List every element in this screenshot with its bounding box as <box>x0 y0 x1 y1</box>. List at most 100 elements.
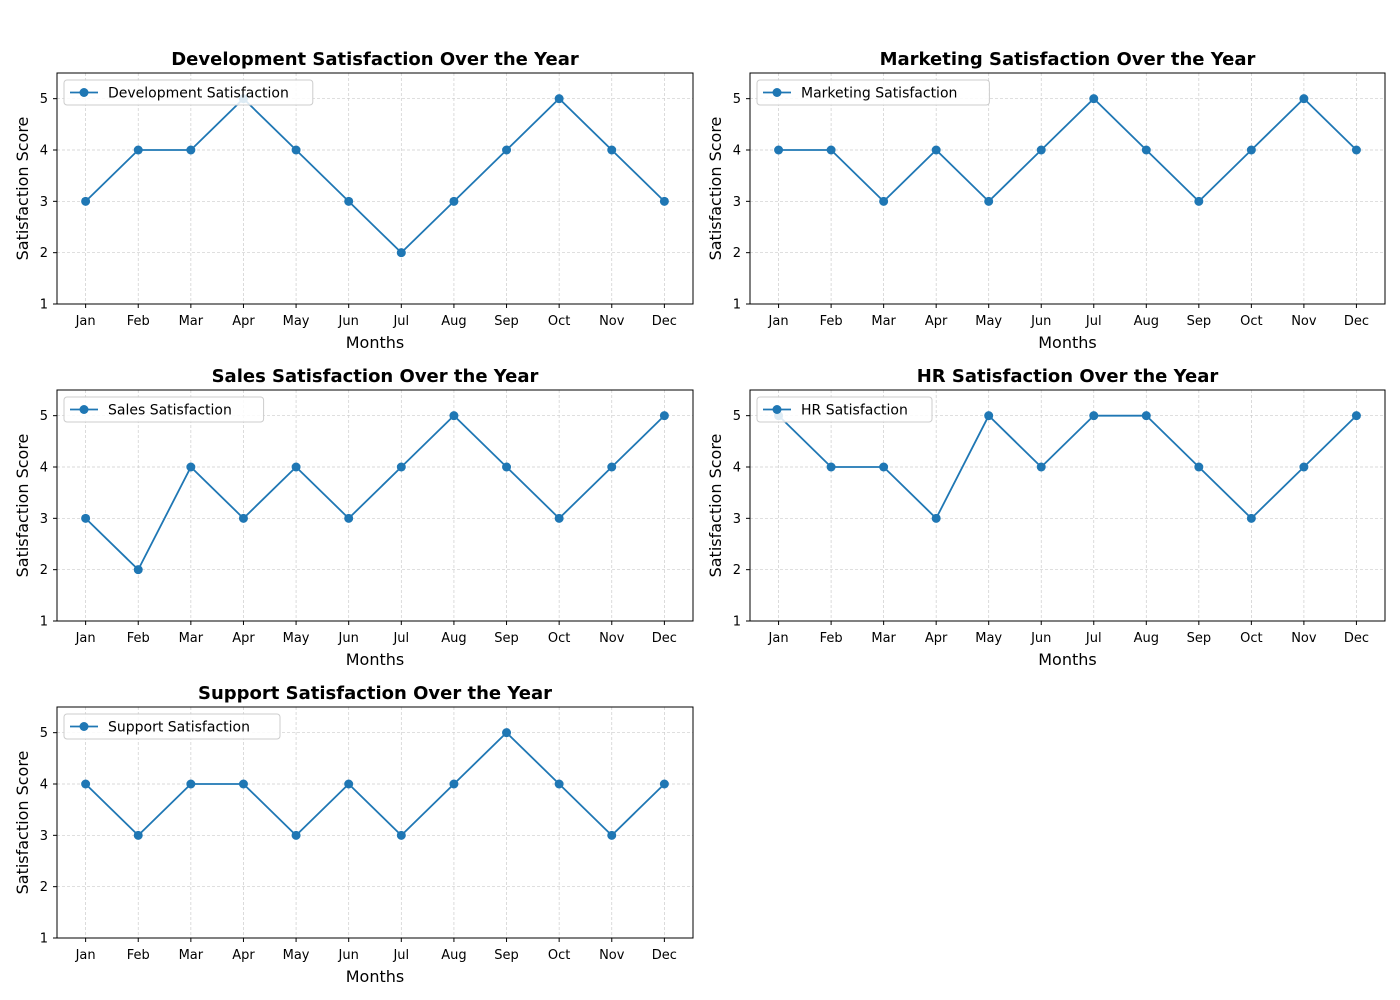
x-tick-label: Aug <box>441 631 466 646</box>
x-axis-label: Months <box>1038 333 1096 352</box>
series-line <box>84 97 666 254</box>
chart-title: Support Satisfaction Over the Year <box>198 683 552 704</box>
data-point <box>879 462 889 472</box>
x-tick-label: Jan <box>768 314 789 329</box>
series-line <box>84 414 666 572</box>
legend-marker <box>772 405 782 414</box>
x-tick-label: Oct <box>548 948 570 963</box>
y-tick-label: 3 <box>40 829 48 844</box>
data-point <box>344 196 354 206</box>
y-tick-label: 2 <box>40 880 48 895</box>
y-tick-label: 5 <box>40 726 48 741</box>
data-point <box>1246 513 1256 523</box>
data-point <box>554 513 564 523</box>
x-tick-label: Mar <box>179 631 204 646</box>
data-point <box>554 94 564 104</box>
x-tick-label: Jan <box>75 948 96 963</box>
x-tick-label: Apr <box>232 314 255 329</box>
data-point <box>449 779 459 789</box>
y-tick-label: 4 <box>40 778 48 793</box>
data-point <box>291 145 301 155</box>
y-tick-label: 4 <box>733 144 741 159</box>
x-tick-label: Dec <box>1344 631 1369 646</box>
legend-box <box>63 713 281 740</box>
chart-panel: Jan Feb Mar Apr May Jun Jul Aug Sep Oct Nov Dec 1 2 3 4… <box>13 49 694 352</box>
x-tick-label: Jan <box>768 631 789 646</box>
data-point <box>931 145 941 155</box>
legend-label: Support Satisfaction <box>108 720 250 736</box>
axes-frame <box>56 389 694 622</box>
y-tick-label: 3 <box>733 512 741 527</box>
data-point <box>396 830 406 840</box>
data-point <box>449 411 459 421</box>
legend-label: HR Satisfaction <box>801 403 908 419</box>
x-tick-label: May <box>975 631 1002 646</box>
legend-box <box>756 79 990 106</box>
data-point <box>1351 411 1361 421</box>
data-point <box>291 462 301 472</box>
y-tick-label: 5 <box>733 409 741 424</box>
y-tick-label: 2 <box>733 563 741 578</box>
data-point <box>984 411 994 421</box>
data-point <box>774 145 784 155</box>
x-tick-label: Jun <box>338 631 359 646</box>
data-point <box>502 145 512 155</box>
series-line <box>777 414 1358 520</box>
x-tick-label: Jan <box>75 631 96 646</box>
x-tick-label: Oct <box>1240 631 1262 646</box>
data-point <box>238 779 248 789</box>
x-tick-label: Mar <box>179 948 204 963</box>
data-point <box>1036 462 1046 472</box>
y-tick-label: 3 <box>40 512 48 527</box>
y-tick-label: 2 <box>733 246 741 261</box>
data-point <box>186 779 196 789</box>
data-point <box>133 565 143 575</box>
x-tick-label: Jul <box>1085 314 1102 329</box>
data-point <box>826 462 836 472</box>
data-point <box>554 779 564 789</box>
series-line <box>84 731 666 837</box>
data-point <box>1089 94 1099 104</box>
y-axis-label: Satisfaction Score <box>706 117 725 261</box>
x-tick-label: Nov <box>1291 314 1317 329</box>
y-tick-label: 3 <box>733 195 741 210</box>
x-tick-label: Feb <box>820 631 843 646</box>
x-tick-label: May <box>975 314 1002 329</box>
chart-panel: Jan Feb Mar Apr May Jun Jul Aug Sep Oct Nov Dec 1 2 3 4… <box>706 49 1386 352</box>
legend-box <box>756 396 933 423</box>
data-point <box>607 830 617 840</box>
x-tick-label: Dec <box>652 314 677 329</box>
x-tick-label: Aug <box>1134 631 1159 646</box>
data-point <box>133 830 143 840</box>
legend-box <box>63 396 265 423</box>
data-point <box>1141 411 1151 421</box>
y-axis-label: Satisfaction Score <box>706 434 725 578</box>
x-tick-label: Sep <box>1187 631 1212 646</box>
x-tick-label: Nov <box>599 948 625 963</box>
chart-panel: Jan Feb Mar Apr May Jun Jul Aug Sep Oct Nov Dec 1 2 3 4… <box>706 366 1386 669</box>
x-tick-label: May <box>283 631 310 646</box>
x-tick-label: Aug <box>441 314 466 329</box>
chart-title: HR Satisfaction Over the Year <box>917 366 1219 387</box>
y-tick-label: 1 <box>40 932 48 947</box>
y-axis-label: Satisfaction Score <box>13 434 32 578</box>
x-tick-label: Mar <box>871 314 896 329</box>
y-tick-label: 5 <box>40 92 48 107</box>
data-point <box>396 462 406 472</box>
data-point <box>344 513 354 523</box>
y-tick-label: 1 <box>40 615 48 630</box>
data-point <box>659 411 669 421</box>
x-tick-label: Aug <box>441 948 466 963</box>
legend-box <box>63 79 314 106</box>
data-point <box>879 196 889 206</box>
x-tick-label: Feb <box>127 631 150 646</box>
y-tick-label: 1 <box>40 298 48 313</box>
legend-marker <box>79 405 89 414</box>
x-tick-label: Jun <box>338 948 359 963</box>
series-line <box>778 97 1358 203</box>
x-axis-label: Months <box>346 967 404 986</box>
data-point <box>1299 462 1309 472</box>
data-point <box>984 196 994 206</box>
data-point <box>659 779 669 789</box>
